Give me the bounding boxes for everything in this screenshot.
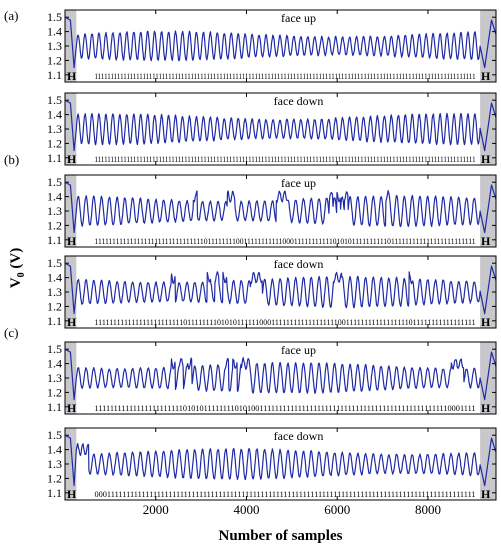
y-tick-label: 1.2 [47, 299, 62, 313]
panel-title: face down [274, 257, 324, 271]
group-label: (a) [4, 8, 18, 23]
y-tick-label: 1.1 [47, 486, 62, 500]
y-axis-label-unit: (V) [8, 248, 24, 273]
panel-title: face up [281, 176, 316, 190]
signal-line [64, 99, 497, 152]
y-tick-label: 1.3 [47, 371, 62, 385]
y-axis-label: V0 (V) [8, 248, 27, 288]
signal-line [64, 181, 497, 234]
bit-string: 1111111111111111111111110111111110101011… [94, 317, 475, 327]
y-tick-label: 1.1 [47, 233, 62, 247]
y-tick-label: 1.4 [47, 357, 62, 371]
y-tick-label: 1.2 [47, 53, 62, 67]
y-tick-label: 1.3 [47, 122, 62, 136]
header-label-right: H [481, 69, 491, 83]
header-label-right: H [481, 315, 491, 329]
header-label-left: H [67, 234, 77, 248]
x-tick-label: 4000 [233, 502, 259, 517]
header-label-left: H [67, 487, 77, 501]
y-tick-label: 1.5 [47, 93, 62, 107]
header-label-right: H [481, 152, 491, 166]
panel-frame [64, 92, 497, 166]
header-label-right: H [481, 234, 491, 248]
y-tick-label: 1.4 [47, 108, 62, 122]
y-tick-label: 1.4 [47, 190, 62, 204]
header-shade-left [65, 175, 77, 247]
y-tick-label: 1.5 [47, 256, 62, 270]
y-tick-label: 1.2 [47, 136, 62, 150]
y-tick-label: 1.4 [47, 25, 62, 39]
panel-title: face up [281, 343, 316, 357]
signal-line [64, 16, 497, 69]
y-tick-label: 1.2 [47, 385, 62, 399]
header-label-left: H [67, 315, 77, 329]
y-tick-label: 1.1 [47, 151, 62, 165]
header-shade-left [65, 10, 77, 82]
panel-title: face down [274, 94, 324, 108]
header-label-left: H [67, 152, 77, 166]
panel-frame [64, 341, 497, 415]
y-tick-label: 1.4 [47, 271, 62, 285]
y-tick-label: 1.3 [47, 285, 62, 299]
y-tick-label: 1.5 [47, 175, 62, 189]
signal-line [64, 262, 497, 315]
y-tick-label: 1.5 [47, 342, 62, 356]
x-tick-label: 8000 [415, 502, 441, 517]
bit-string: 1111111111111111111111101010111111110101… [94, 403, 475, 413]
y-axis-label-main: V [8, 277, 24, 288]
panel-title: face down [274, 429, 324, 443]
bit-string: 0001111111111111111111111111111111111111… [94, 489, 475, 499]
header-shade-left [65, 256, 77, 328]
header-shade-left [65, 428, 77, 500]
signal-line [64, 348, 497, 401]
bit-string: 1111111111111111111111111111111011111111… [94, 236, 475, 246]
y-tick-label: 1.3 [47, 457, 62, 471]
y-tick-label: 1.3 [47, 204, 62, 218]
y-tick-label: 1.5 [47, 428, 62, 442]
panel-title: face up [281, 11, 316, 25]
y-tick-label: 1.2 [47, 218, 62, 232]
header-label-right: H [481, 401, 491, 415]
header-label-right: H [481, 487, 491, 501]
header-shade-left [65, 93, 77, 165]
x-tick-label: 6000 [324, 502, 350, 517]
bit-string: 1111111111111111111111111111111111111111… [94, 154, 475, 164]
header-shade-left [65, 342, 77, 414]
y-tick-label: 1.1 [47, 314, 62, 328]
y-tick-label: 1.4 [47, 443, 62, 457]
panel-frame [64, 174, 497, 248]
y-tick-label: 1.5 [47, 10, 62, 24]
group-label: (b) [4, 152, 19, 167]
group-label: (c) [4, 325, 18, 340]
bit-string: 1111111111111111111111111111111111111111… [94, 71, 475, 81]
y-axis-label-sub: 0 [16, 272, 27, 277]
signal-line [64, 434, 497, 487]
y-tick-label: 1.2 [47, 471, 62, 485]
header-label-left: H [67, 69, 77, 83]
x-tick-label: 2000 [143, 502, 169, 517]
y-tick-label: 1.1 [47, 400, 62, 414]
panel-frame [64, 255, 497, 329]
x-axis-label: Number of samples [219, 528, 343, 544]
y-tick-label: 1.3 [47, 39, 62, 53]
panel-frame [64, 427, 497, 501]
panel-frame [64, 9, 497, 83]
header-label-left: H [67, 401, 77, 415]
y-tick-label: 1.1 [47, 68, 62, 82]
